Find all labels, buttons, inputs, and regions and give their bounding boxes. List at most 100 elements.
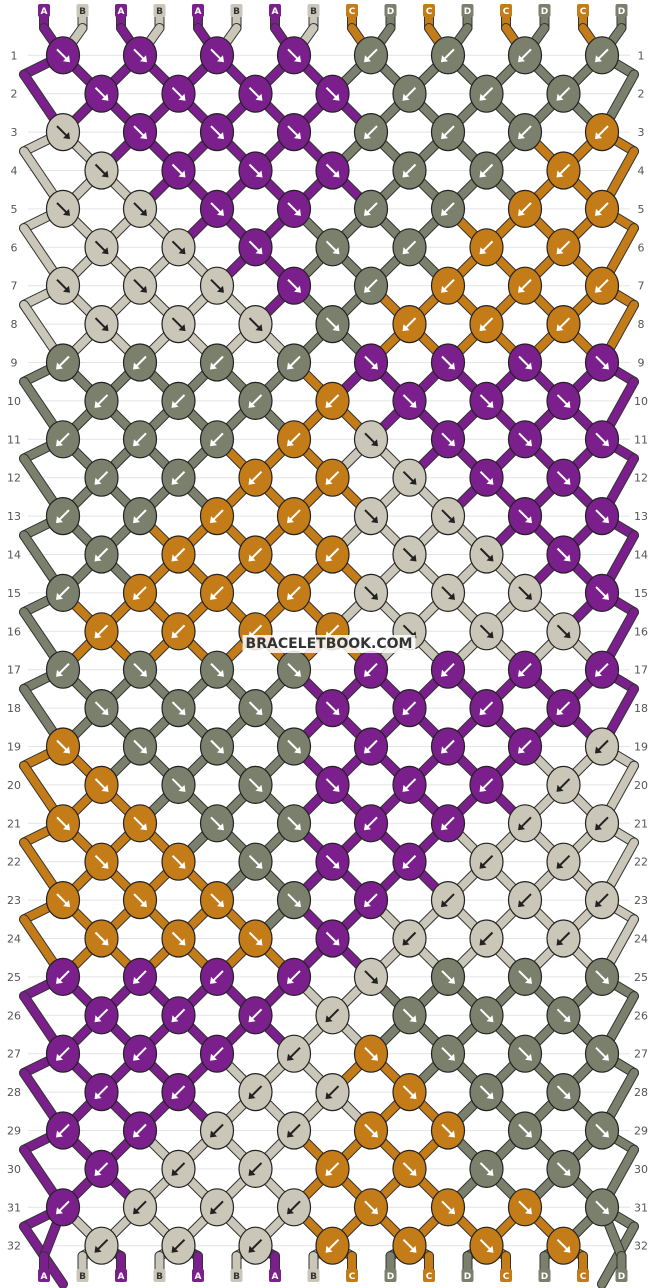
arrow-head xyxy=(210,516,217,524)
arrow-head xyxy=(518,823,525,831)
knot xyxy=(315,535,350,574)
knot xyxy=(392,688,427,728)
row-number-right: 31 xyxy=(634,1201,648,1214)
arrow-head xyxy=(556,708,564,716)
row-number-left: 3 xyxy=(11,126,18,139)
strand-label-top: D xyxy=(615,4,628,17)
arrow-head xyxy=(133,516,140,524)
arrow-head xyxy=(371,1130,378,1138)
row-number-left: 5 xyxy=(11,203,18,216)
knot xyxy=(161,151,196,190)
arrow-head xyxy=(525,1053,532,1061)
knot xyxy=(84,612,119,651)
knot xyxy=(238,1149,273,1189)
arrow-head xyxy=(556,170,564,178)
strand-label-badge xyxy=(76,1269,89,1282)
knot xyxy=(199,343,235,382)
arrow-head xyxy=(255,93,263,101)
knot xyxy=(315,1226,350,1265)
arrow-head xyxy=(595,285,602,293)
row-number-right: 16 xyxy=(634,625,648,638)
strand-label-letter: C xyxy=(503,1272,510,1282)
arrow-head xyxy=(518,285,525,293)
knot xyxy=(353,189,389,228)
strand-label-badge xyxy=(384,4,397,17)
arrow-head xyxy=(563,631,571,639)
arrow-head xyxy=(178,247,186,255)
arrow-head xyxy=(63,823,70,831)
strand-label-letter: D xyxy=(464,1272,471,1282)
arrow-head xyxy=(441,285,448,293)
strand-label-badge xyxy=(538,4,551,17)
row-number-right: 6 xyxy=(638,241,645,254)
row-number-left: 23 xyxy=(7,894,21,907)
arrow-head xyxy=(63,746,70,754)
arrow-head xyxy=(479,861,487,869)
arrow-head xyxy=(140,669,147,677)
arrow-head xyxy=(294,208,301,216)
row-number-left: 6 xyxy=(11,241,18,254)
knot xyxy=(276,727,312,766)
row-number-left: 15 xyxy=(7,587,21,600)
strand-label-badge xyxy=(461,1269,474,1282)
arrow-head xyxy=(287,1130,294,1138)
knot xyxy=(507,804,543,843)
knot xyxy=(584,573,620,613)
arrow-head xyxy=(63,55,70,63)
arrow-head xyxy=(371,976,378,984)
arrow-head xyxy=(56,976,63,984)
arrow-head xyxy=(248,1168,256,1176)
arrow-head xyxy=(255,861,263,869)
knot xyxy=(122,727,158,766)
knot xyxy=(546,842,581,881)
knot xyxy=(161,305,196,344)
arrow-head xyxy=(371,592,378,600)
arrow-head xyxy=(94,1168,102,1176)
arrow-head xyxy=(364,208,371,216)
knot xyxy=(392,842,427,881)
strand-label-bottom: D xyxy=(461,1269,474,1282)
knot xyxy=(507,1188,543,1227)
knot xyxy=(469,74,504,113)
knot xyxy=(353,113,389,152)
arrow-head xyxy=(101,170,109,178)
knot xyxy=(161,535,196,574)
strand-label-top: C xyxy=(346,4,358,17)
strand-label-badge xyxy=(269,1269,281,1282)
arrow-head xyxy=(332,938,340,946)
arrow-head xyxy=(364,285,371,293)
knot xyxy=(315,765,350,805)
arrow-head xyxy=(448,1053,455,1061)
row-number-left: 20 xyxy=(7,779,21,792)
arrow-head xyxy=(518,669,525,677)
knot xyxy=(122,880,158,920)
arrow-head xyxy=(402,938,410,946)
knot xyxy=(276,1111,312,1150)
knot xyxy=(430,804,466,843)
row-number-left: 16 xyxy=(7,625,21,638)
arrow-head xyxy=(486,1092,494,1100)
knot xyxy=(507,189,543,228)
row-number-left: 12 xyxy=(7,472,21,485)
knot xyxy=(353,1188,389,1227)
knot xyxy=(430,573,466,613)
strand-label-badge xyxy=(115,4,127,17)
arrow-head xyxy=(171,554,179,562)
knot xyxy=(238,74,273,113)
arrow-head xyxy=(525,592,532,600)
strand-label-letter: D xyxy=(387,1272,394,1282)
knot xyxy=(507,727,543,766)
knot xyxy=(546,535,581,574)
knot xyxy=(584,189,620,228)
arrow-head xyxy=(595,132,602,140)
knot xyxy=(238,1072,273,1112)
knot xyxy=(276,266,312,305)
row-number-right: 8 xyxy=(638,318,645,331)
knot xyxy=(353,573,389,613)
arrow-head xyxy=(332,170,340,178)
arrow-head xyxy=(210,1207,217,1215)
knot xyxy=(238,305,273,344)
arrow-head xyxy=(563,1245,571,1253)
strand-label-bottom: B xyxy=(307,1269,320,1282)
knot xyxy=(276,804,312,843)
